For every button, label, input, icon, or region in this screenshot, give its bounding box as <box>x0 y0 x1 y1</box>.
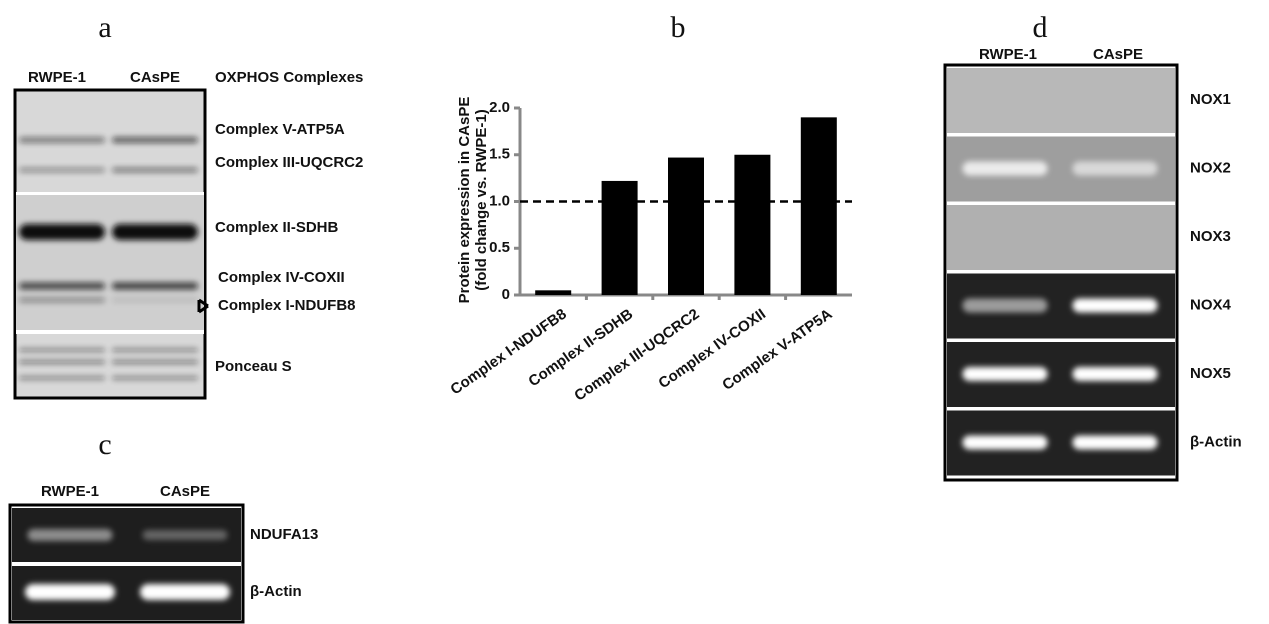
band <box>19 298 105 303</box>
x-tick-label: Complex V-ATP5A <box>719 306 835 394</box>
band <box>19 376 105 380</box>
bar <box>801 117 837 295</box>
band-label: NDUFA13 <box>250 526 318 543</box>
lane-label: CAsPE <box>1093 46 1143 63</box>
y-tick-label: 2.0 <box>489 99 510 116</box>
band <box>1073 367 1158 381</box>
band <box>112 348 198 352</box>
band <box>1073 162 1158 176</box>
y-tick-label: 1.5 <box>489 146 510 163</box>
panel-label: b <box>671 11 686 44</box>
band <box>963 367 1048 381</box>
y-tick-label: 1.0 <box>489 192 510 209</box>
y-tick-label: 0 <box>502 286 510 303</box>
band <box>1073 299 1158 313</box>
band-label: NOX1 <box>1190 91 1231 108</box>
band <box>19 348 105 352</box>
band-label: Complex I-NDUFB8 <box>218 297 356 314</box>
band <box>112 283 198 290</box>
heading: OXPHOS Complexes <box>215 69 363 86</box>
lane-label: CAsPE <box>130 69 180 86</box>
band-label: β-Actin <box>1190 433 1242 450</box>
band <box>25 584 115 600</box>
x-tick-label: Complex IV-COXII <box>655 306 769 393</box>
band <box>19 168 105 173</box>
band <box>112 224 198 240</box>
band <box>963 299 1048 313</box>
bar <box>535 290 571 295</box>
lane-bg <box>947 205 1175 270</box>
band-label: β-Actin <box>250 583 302 600</box>
panel-label: a <box>98 11 111 44</box>
bar <box>602 181 638 295</box>
band <box>19 224 105 240</box>
band-label: NOX3 <box>1190 228 1231 245</box>
band-label: Complex III-UQCRC2 <box>215 154 363 171</box>
panel-label: c <box>98 428 111 461</box>
divider <box>16 192 204 195</box>
lane-label: RWPE-1 <box>28 69 86 86</box>
band-label: Complex V-ATP5A <box>215 121 345 138</box>
band <box>963 436 1048 450</box>
x-tick-label: Complex I-NDUFB8 <box>447 306 569 399</box>
figure: a RWPE-1 CAsPE OXPHOS Complexes Complex … <box>0 0 1269 624</box>
band <box>28 529 113 541</box>
band <box>140 584 230 600</box>
band <box>1073 436 1158 450</box>
band <box>19 137 105 143</box>
bar <box>734 155 770 295</box>
band <box>112 137 198 143</box>
lane-bg <box>947 68 1175 133</box>
lane-label: RWPE-1 <box>41 483 99 500</box>
lane-label: RWPE-1 <box>979 46 1037 63</box>
band <box>112 298 198 303</box>
band <box>143 530 228 540</box>
divider <box>16 330 204 334</box>
band-label: NOX4 <box>1190 296 1232 313</box>
bar <box>668 158 704 295</box>
band-label: NOX5 <box>1190 365 1231 382</box>
band-label: NOX2 <box>1190 159 1231 176</box>
band <box>19 283 105 290</box>
band <box>112 360 198 364</box>
band-label: Ponceau S <box>215 358 292 375</box>
band <box>112 168 198 173</box>
band-label: Complex II-SDHB <box>215 219 339 236</box>
y-label: Protein expression in CAsPE <box>456 97 473 304</box>
lane-label: CAsPE <box>160 483 210 500</box>
panel-label: d <box>1033 11 1048 44</box>
band-label: Complex IV-COXII <box>218 269 345 286</box>
x-tick-label: Complex III-UQCRC2 <box>571 306 702 405</box>
band <box>112 376 198 380</box>
gel-bg <box>16 195 204 330</box>
band <box>19 360 105 364</box>
y-tick-label: 0.5 <box>489 239 510 256</box>
y-label: (fold change vs. RWPE-1) <box>473 109 490 290</box>
band <box>963 162 1048 176</box>
